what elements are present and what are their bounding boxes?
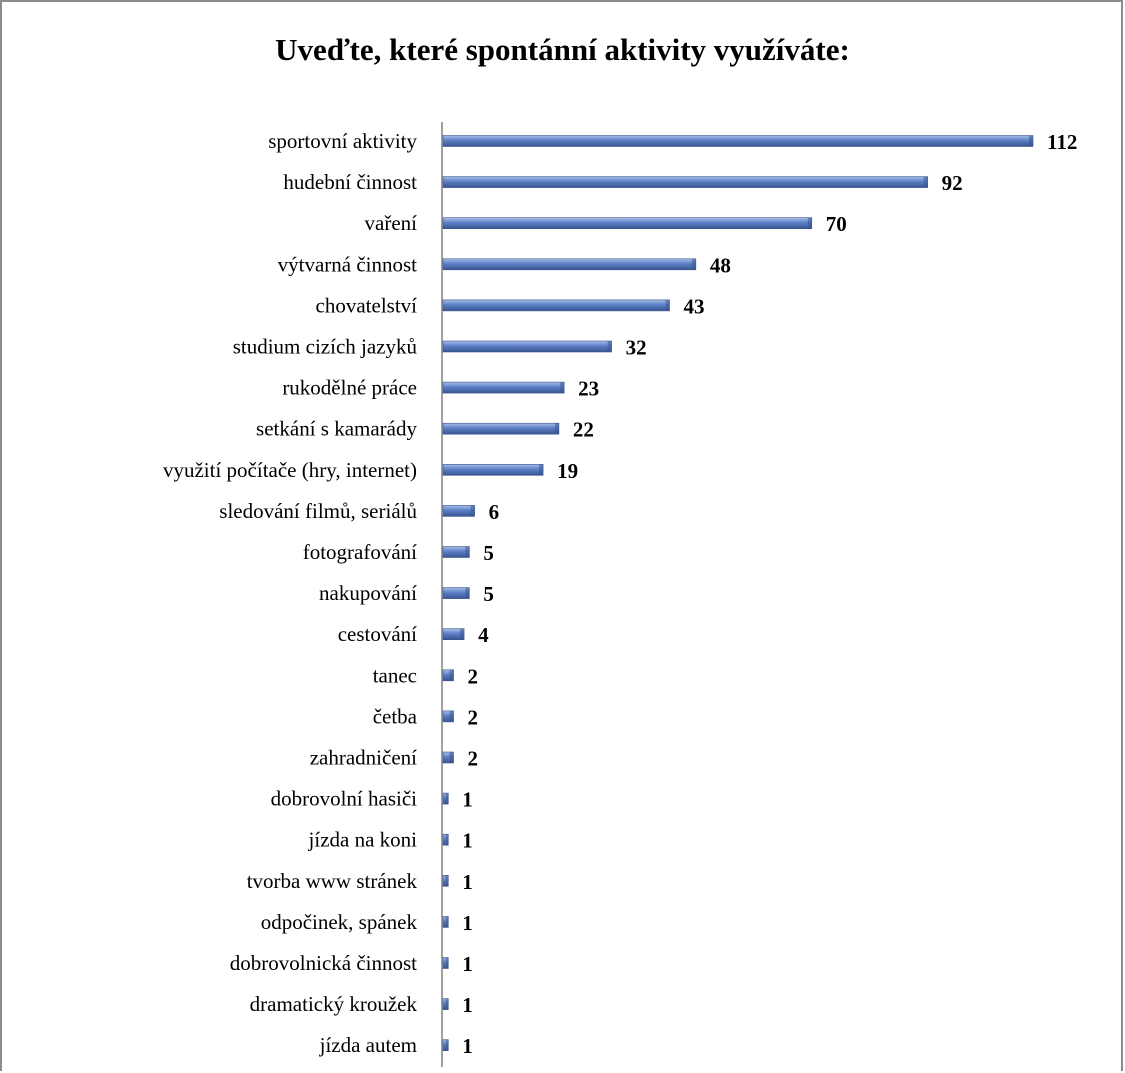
bar-end-cap [449,752,454,763]
category-label: sportovní aktivity [268,129,417,153]
bar-end-cap [691,258,696,270]
data-label: 6 [489,500,500,524]
category-label: jízda na koni [308,828,418,852]
category-label: vaření [365,211,418,235]
category-label: dobrovolnická činnost [230,951,417,975]
bar-end-cap [465,587,470,599]
data-label: 1 [462,870,473,894]
bar [442,299,670,312]
category-label: hudební činnost [283,170,417,194]
data-label: 22 [573,418,594,442]
category-label: tanec [373,663,417,687]
data-label: 48 [710,253,731,277]
data-label: 1 [462,788,473,812]
chart-title: Uveďte, které spontánní aktivity využívá… [275,32,850,67]
bar-end-cap [445,916,449,928]
bar-end-cap [445,998,449,1010]
bar-end-cap [607,341,612,352]
bar-end-cap [445,793,449,805]
category-label: dobrovolní hasiči [271,787,418,811]
bar [442,381,565,394]
category-label: dramatický kroužek [250,992,418,1016]
category-label: studium cizích jazyků [233,335,418,359]
category-label: tvorba www stránek [247,869,418,893]
category-label: cestování [338,622,417,646]
data-label: 5 [483,541,494,565]
category-labels-group: sportovní aktivity hudební činnost vaření v… [163,129,418,1057]
data-label: 19 [557,459,578,483]
bar [442,422,560,435]
category-label: odpočinek, spánek [261,910,418,934]
data-label: 5 [483,582,494,606]
bar-end-cap [445,957,449,969]
category-label: fotografování [303,540,417,564]
bar-end-cap [445,875,449,887]
bar-end-cap [560,382,565,394]
bar-end-cap [465,546,470,558]
bar-end-cap [470,505,475,517]
data-label: 112 [1047,130,1077,154]
data-label: 70 [826,212,847,236]
data-label: 2 [468,705,479,729]
bar [442,135,1034,147]
bar-end-cap [445,834,449,846]
data-label: 1 [462,1034,473,1058]
category-label: nakupování [319,581,417,605]
category-label: setkání s kamarády [256,417,417,441]
category-label: chovatelství [316,293,418,317]
category-label: výtvarná činnost [278,252,418,276]
bar-end-cap [445,1039,449,1051]
bar-end-cap [1029,135,1033,147]
data-label: 43 [684,294,705,318]
bar [442,258,697,271]
category-label: sledování filmů, seriálů [219,499,417,523]
category-label: zahradničení [310,746,417,770]
data-label: 1 [462,993,473,1017]
bars-group [442,135,1034,1051]
bar [442,217,813,229]
bar-end-cap [807,217,812,229]
bar-end-cap [923,176,928,188]
bar [442,176,928,188]
data-label: 1 [462,829,473,853]
category-label: rukodělné práce [282,376,417,400]
bar-end-cap [665,299,670,311]
bar-end-cap [554,423,559,435]
category-label: využití počítače (hry, internet) [163,458,417,482]
bar-end-cap [539,464,544,476]
bar [442,463,544,476]
data-label: 1 [462,911,473,935]
data-label: 4 [478,623,489,647]
bar-end-cap [460,628,465,640]
data-label: 1 [462,952,473,976]
category-label: jízda autem [319,1033,417,1057]
bar [442,505,475,517]
data-label: 2 [468,664,479,688]
bar-end-cap [449,710,454,722]
data-label: 23 [578,377,599,401]
data-label: 2 [468,747,479,771]
data-label: 32 [626,336,647,360]
bar-end-cap [449,669,454,681]
bar [442,340,612,353]
data-label: 92 [942,171,963,195]
category-label: četba [373,704,418,728]
